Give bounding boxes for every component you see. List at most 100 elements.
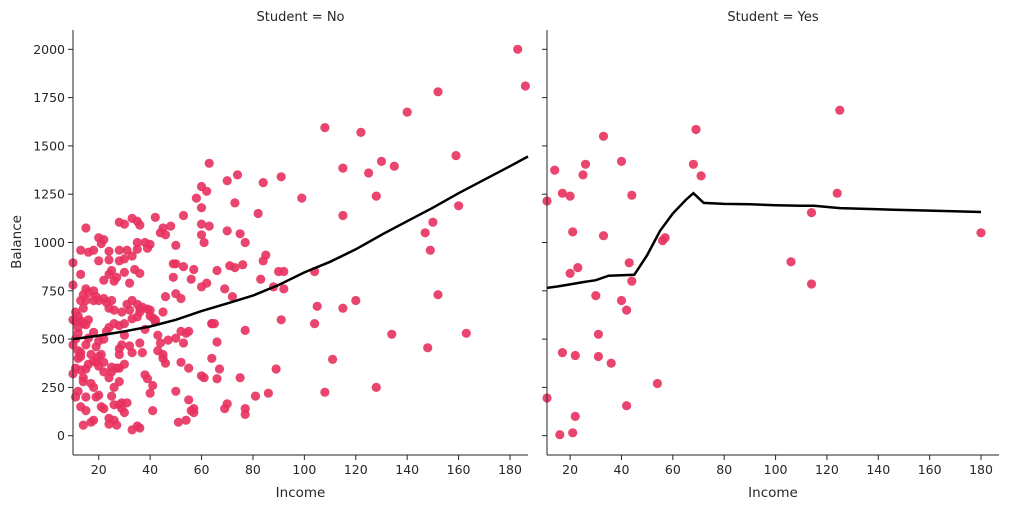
data-point — [806, 208, 817, 218]
data-point — [89, 415, 99, 425]
data-point — [158, 307, 168, 317]
x-tick-label: 40 — [142, 462, 158, 477]
x-tick-label: 120 — [815, 462, 839, 477]
data-point — [258, 256, 268, 266]
data-point — [230, 263, 240, 273]
x-tick-label: 20 — [91, 462, 107, 477]
data-point — [96, 402, 106, 412]
data-point — [135, 338, 145, 348]
data-point — [186, 406, 196, 416]
data-point — [168, 259, 178, 269]
y-tick-label: 2000 — [33, 42, 65, 57]
data-point — [191, 193, 201, 203]
data-point — [578, 170, 588, 180]
data-point — [696, 171, 706, 181]
data-point — [428, 217, 438, 227]
data-point — [622, 305, 632, 315]
data-point — [320, 123, 330, 133]
data-point — [148, 406, 158, 416]
x-tick-label: 60 — [194, 462, 210, 477]
y-tick-label: 500 — [41, 332, 65, 347]
data-point — [207, 353, 217, 363]
data-point — [81, 295, 91, 306]
data-point — [168, 272, 178, 282]
data-point — [89, 295, 99, 306]
data-point — [624, 258, 634, 268]
data-point — [364, 168, 374, 178]
data-point — [222, 226, 232, 236]
data-point — [109, 382, 119, 392]
data-point — [253, 208, 263, 219]
data-point — [461, 328, 471, 338]
data-point — [171, 240, 181, 250]
data-point — [598, 231, 609, 241]
data-point — [150, 212, 160, 222]
y-ticks-yes — [542, 48, 547, 437]
data-point — [238, 260, 248, 270]
data-point — [212, 374, 222, 384]
data-point — [570, 411, 580, 421]
data-point — [135, 220, 145, 230]
data-point — [660, 233, 670, 243]
data-point — [276, 315, 286, 325]
data-point — [598, 131, 609, 141]
data-point — [356, 127, 366, 137]
data-point — [132, 237, 142, 248]
data-point — [160, 292, 171, 302]
data-point — [616, 295, 627, 306]
data-point — [76, 269, 86, 279]
data-point — [204, 158, 214, 168]
data-point — [591, 291, 601, 301]
data-point — [132, 299, 142, 309]
data-point — [310, 319, 320, 329]
data-point — [189, 264, 199, 275]
x-tick-label: 80 — [245, 462, 261, 477]
x-tick-label: 60 — [665, 462, 681, 477]
data-point — [351, 295, 361, 306]
data-point — [127, 348, 137, 358]
data-point — [320, 387, 330, 397]
data-point — [276, 172, 286, 182]
data-point — [580, 159, 591, 169]
x-axis-label-yes: Income — [748, 485, 798, 501]
data-point — [127, 314, 137, 324]
data-point — [176, 357, 186, 367]
data-point — [184, 395, 194, 405]
y-axis-label: Balance — [9, 215, 25, 269]
data-point — [86, 378, 96, 389]
data-point — [78, 420, 88, 430]
data-point — [153, 330, 163, 340]
data-point — [520, 81, 531, 91]
data-point — [806, 279, 817, 289]
data-point — [81, 392, 91, 402]
data-point — [81, 284, 91, 294]
data-point — [402, 107, 412, 117]
y-tick-label: 250 — [41, 380, 65, 395]
data-point — [184, 363, 194, 373]
data-point — [220, 284, 230, 294]
data-point — [338, 303, 348, 313]
data-point — [786, 257, 796, 267]
data-point — [199, 237, 209, 248]
data-point — [250, 391, 261, 401]
data-point — [196, 282, 207, 292]
data-point — [279, 266, 289, 277]
scatter-points-no — [68, 44, 531, 435]
x-tick-label: 80 — [716, 462, 732, 477]
data-point — [178, 210, 189, 221]
data-point — [550, 165, 560, 175]
data-point — [171, 386, 181, 396]
data-point — [155, 338, 165, 348]
data-point — [142, 243, 153, 253]
data-point — [178, 338, 189, 348]
data-point — [76, 365, 86, 375]
data-point — [196, 230, 207, 240]
data-point — [112, 420, 122, 430]
data-point — [94, 390, 104, 400]
data-point — [132, 244, 142, 254]
data-point — [271, 364, 281, 374]
y-ticks: 0 250 500 750 1000 1250 1500 1750 2000 — [33, 42, 73, 443]
data-point — [652, 378, 663, 389]
data-point — [127, 251, 137, 261]
data-point — [258, 178, 268, 188]
